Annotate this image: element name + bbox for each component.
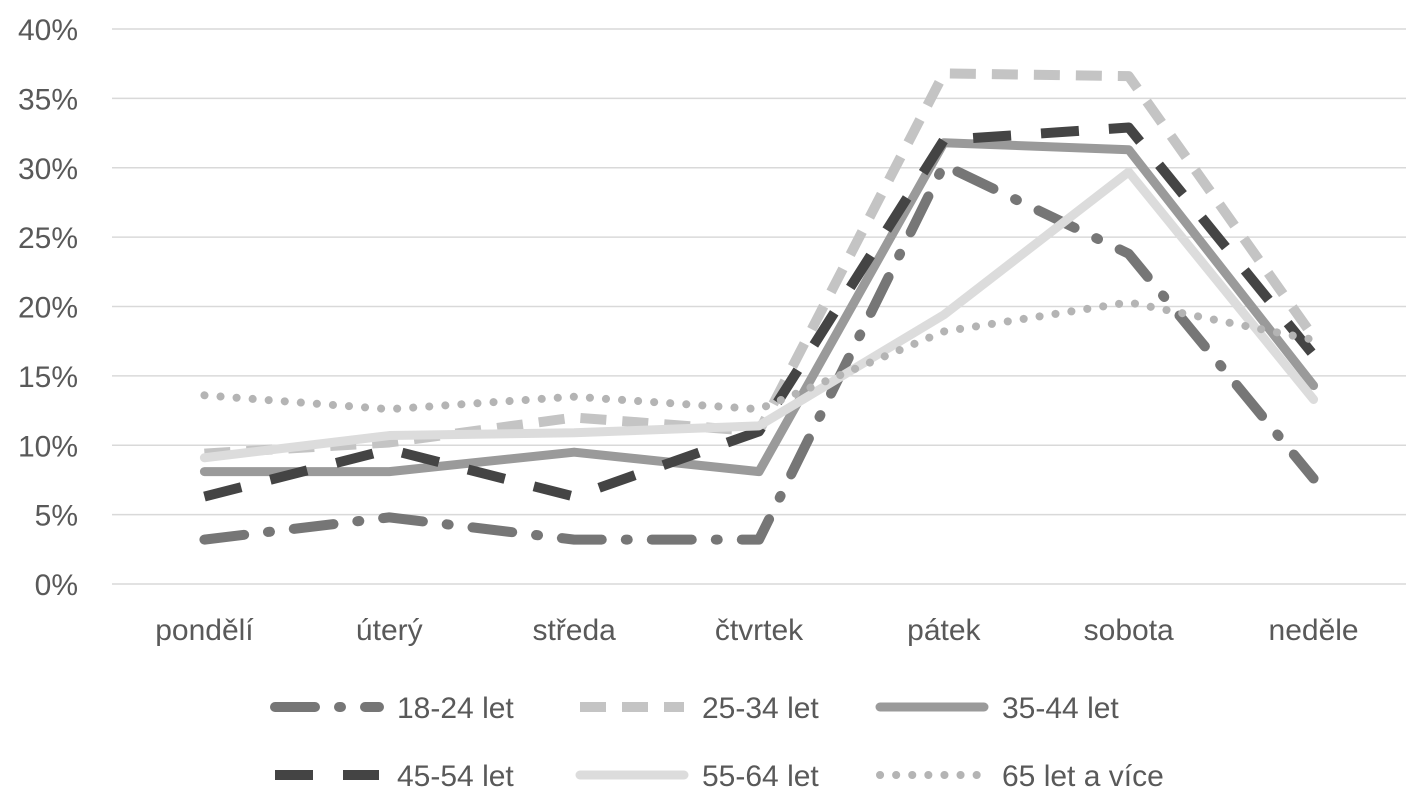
x-axis-tick-labels: pondělí úterý středa čtvrtek pátek sobota nedě… bbox=[155, 614, 1358, 647]
legend-item: 35-44 let bbox=[875, 692, 1119, 725]
legend: 18-24 let 25-34 let 35-44 let 45-54 let 55-6… bbox=[270, 692, 1164, 793]
legend-item: 25-34 let bbox=[580, 692, 819, 725]
x-tick-label: neděle bbox=[1269, 614, 1359, 647]
y-axis-tick-labels: 0% 5% 10% 15% 20% 25% 30% 35% 40% bbox=[18, 14, 78, 602]
x-tick-label: středa bbox=[532, 614, 616, 647]
legend-label: 45-54 let bbox=[397, 760, 514, 793]
x-tick-label: pondělí bbox=[155, 614, 254, 647]
legend-item: 65 let a více bbox=[876, 760, 1164, 793]
x-tick-label: úterý bbox=[356, 614, 423, 647]
y-tick-label: 25% bbox=[18, 222, 78, 255]
series-line-5 bbox=[199, 167, 1319, 463]
gridlines bbox=[112, 28, 1406, 585]
y-tick-label: 10% bbox=[18, 430, 78, 463]
legend-label: 18-24 let bbox=[397, 692, 514, 725]
y-tick-label: 0% bbox=[35, 569, 78, 602]
legend-label: 55-64 let bbox=[702, 760, 819, 793]
series-line-1 bbox=[199, 159, 1319, 545]
y-tick-label: 5% bbox=[35, 500, 78, 533]
y-tick-label: 30% bbox=[18, 153, 78, 186]
legend-label: 25-34 let bbox=[702, 692, 819, 725]
x-tick-label: pátek bbox=[907, 614, 981, 647]
legend-item: 45-54 let bbox=[275, 760, 514, 793]
y-tick-label: 20% bbox=[18, 292, 78, 325]
y-tick-label: 40% bbox=[18, 14, 78, 47]
y-tick-label: 15% bbox=[18, 361, 78, 394]
legend-item: 55-64 let bbox=[575, 760, 819, 793]
x-tick-label: čtvrtek bbox=[715, 614, 804, 647]
legend-label: 35-44 let bbox=[1002, 692, 1119, 725]
y-tick-label: 35% bbox=[18, 83, 78, 116]
x-tick-label: sobota bbox=[1084, 614, 1174, 647]
legend-item: 18-24 let bbox=[270, 692, 514, 725]
series-line-2 bbox=[204, 68, 1318, 459]
series-lines bbox=[199, 68, 1319, 545]
series-line-6 bbox=[200, 298, 1318, 414]
legend-label: 65 let a více bbox=[1002, 760, 1164, 793]
